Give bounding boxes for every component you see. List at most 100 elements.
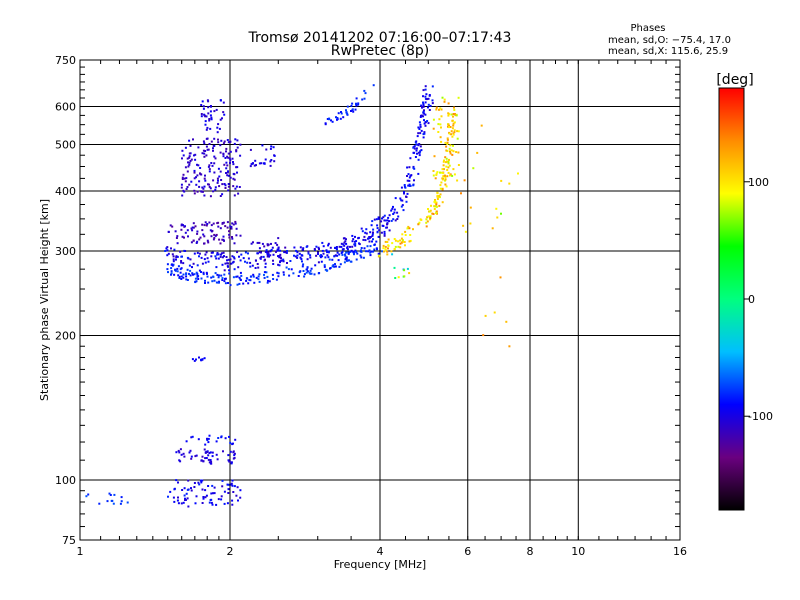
data-point: [258, 280, 261, 283]
data-point: [234, 220, 237, 223]
data-point: [442, 160, 445, 163]
data-point: [186, 279, 189, 281]
data-point: [416, 152, 418, 155]
data-point: [422, 103, 425, 106]
data-point: [204, 120, 207, 123]
data-point: [231, 237, 234, 240]
data-point: [198, 255, 200, 258]
data-point: [236, 283, 239, 286]
data-point: [309, 256, 312, 259]
data-point: [184, 497, 186, 500]
data-point: [263, 273, 265, 276]
data-point: [229, 225, 232, 228]
data-point: [420, 104, 423, 107]
data-point: [345, 111, 348, 114]
data-point: [181, 194, 184, 197]
data-point: [186, 157, 189, 160]
data-point: [206, 451, 209, 454]
data-point: [215, 266, 218, 269]
data-point: [233, 194, 236, 197]
data-point: [194, 280, 197, 283]
data-point: [440, 181, 443, 184]
data-point: [203, 224, 206, 227]
data-point: [472, 167, 475, 170]
data-point: [85, 495, 88, 498]
data-point: [204, 150, 207, 152]
data-point: [232, 276, 235, 279]
data-point: [172, 260, 175, 263]
data-point: [383, 214, 386, 217]
data-point: [342, 248, 345, 251]
data-point: [235, 149, 238, 152]
data-point: [224, 262, 227, 265]
data-point: [258, 162, 261, 165]
data-point: [200, 190, 203, 193]
data-point: [427, 215, 430, 218]
data-point: [413, 145, 416, 148]
data-point: [435, 173, 438, 176]
data-point: [439, 184, 442, 187]
data-point: [383, 219, 386, 222]
data-point: [401, 199, 404, 202]
data-point: [402, 209, 405, 212]
data-point: [216, 273, 219, 276]
data-point: [350, 260, 353, 263]
data-point: [255, 276, 258, 279]
data-point: [164, 250, 167, 252]
data-point: [267, 243, 270, 246]
data-point: [364, 239, 367, 242]
data-point: [257, 252, 259, 255]
y-tick-label: 750: [55, 54, 76, 67]
data-point: [198, 269, 201, 272]
data-point: [344, 254, 347, 257]
data-point: [272, 278, 275, 280]
data-point: [269, 164, 272, 167]
data-point: [229, 176, 232, 179]
data-point: [377, 217, 380, 220]
y-tick-label: 500: [55, 139, 76, 152]
data-point: [200, 358, 202, 361]
data-point: [354, 249, 357, 252]
data-point: [409, 184, 412, 187]
data-point: [517, 172, 519, 175]
data-point: [340, 111, 342, 113]
data-point: [345, 238, 347, 241]
data-point: [210, 105, 212, 108]
data-point: [200, 481, 203, 484]
data-point: [270, 159, 273, 161]
data-point: [364, 92, 367, 95]
data-point: [422, 101, 424, 104]
data-point: [206, 137, 209, 140]
data-point: [357, 237, 360, 240]
data-point: [420, 219, 423, 221]
data-point: [351, 245, 354, 248]
data-point: [223, 183, 226, 185]
data-point: [424, 124, 427, 127]
data-point: [184, 146, 187, 149]
data-point: [327, 256, 330, 259]
colorbar: [718, 87, 745, 511]
data-point: [360, 249, 363, 252]
data-point: [386, 226, 388, 229]
data-point: [350, 249, 353, 252]
data-point: [197, 146, 200, 149]
data-point: [431, 102, 434, 105]
data-point: [183, 177, 186, 180]
data-point: [306, 270, 309, 273]
data-point: [213, 233, 216, 236]
data-point: [386, 250, 389, 253]
data-point: [176, 255, 179, 258]
data-point: [197, 275, 200, 278]
data-point: [207, 148, 210, 151]
data-point: [435, 212, 438, 215]
data-point: [175, 258, 177, 261]
data-point: [176, 242, 179, 245]
data-point: [394, 277, 397, 279]
data-point: [335, 116, 337, 119]
data-point: [203, 357, 206, 360]
y-tick-label: 200: [55, 330, 76, 343]
data-point: [321, 249, 324, 252]
data-point: [228, 157, 231, 160]
data-point: [203, 185, 206, 188]
data-point: [340, 252, 343, 254]
